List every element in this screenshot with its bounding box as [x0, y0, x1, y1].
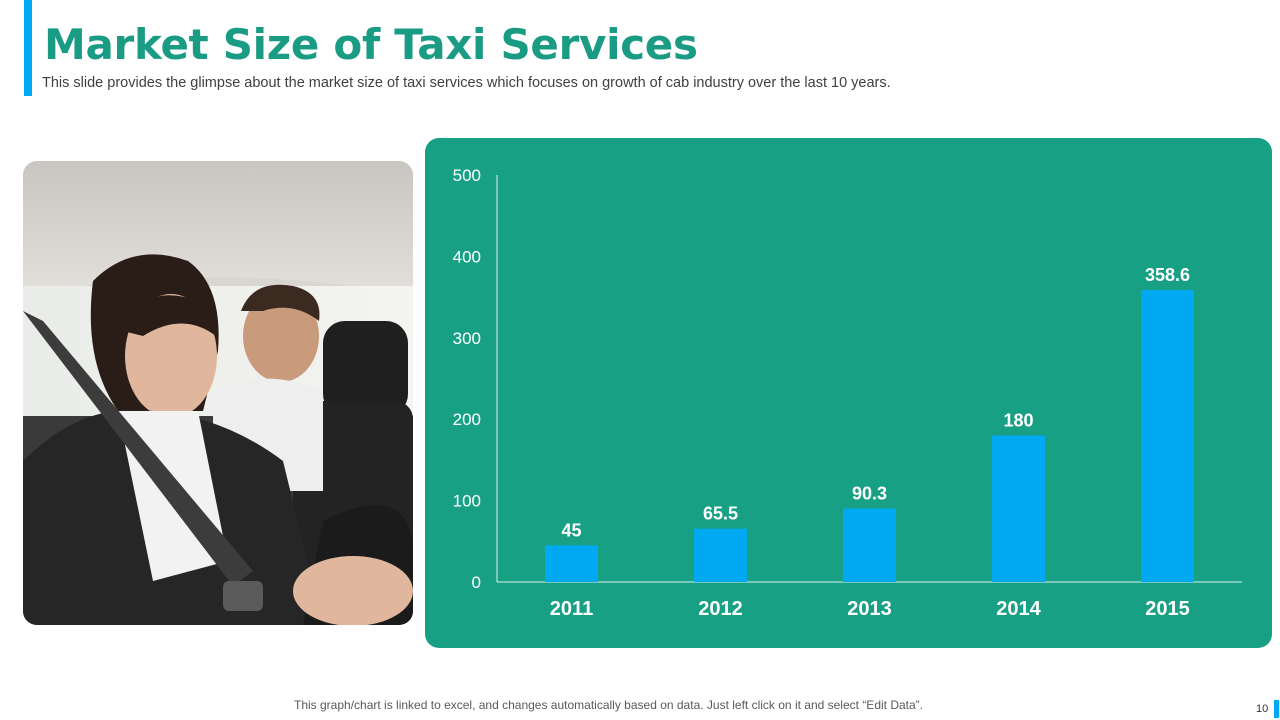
data-label: 358.6 — [1145, 265, 1190, 285]
title-accent-bar — [24, 0, 32, 96]
bar-2015 — [1141, 290, 1194, 582]
bar-2011 — [545, 545, 598, 582]
chart-panel: 0 100 200 300 400 500 45 2011 65.5 2012 90.3 2013 18… — [425, 138, 1272, 648]
data-label: 65.5 — [703, 504, 738, 524]
data-label: 45 — [561, 520, 581, 540]
y-tick-label: 500 — [453, 166, 481, 185]
page-number: 10 — [1256, 703, 1269, 715]
x-tick-label: 2015 — [1145, 598, 1190, 620]
y-tick-label: 200 — [453, 410, 481, 429]
data-label: 180 — [1003, 410, 1033, 430]
y-tick-label: 300 — [453, 329, 481, 348]
taxi-photo — [23, 161, 413, 625]
bar-2014 — [992, 435, 1045, 582]
page-subtitle: This slide provides the glimpse about th… — [42, 75, 891, 91]
x-tick-label: 2013 — [847, 598, 892, 620]
data-label: 90.3 — [852, 483, 887, 503]
page-number-accent — [1274, 700, 1279, 718]
footer-note: This graph/chart is linked to excel, and… — [294, 698, 923, 712]
bar-2012 — [694, 528, 747, 582]
x-tick-label: 2012 — [698, 598, 743, 620]
y-tick-label: 400 — [453, 247, 481, 266]
bar-chart: 0 100 200 300 400 500 45 2011 65.5 2012 90.3 2013 18… — [453, 166, 1242, 620]
y-tick-label: 0 — [472, 573, 481, 592]
y-tick-label: 100 — [453, 492, 481, 511]
x-tick-label: 2014 — [996, 598, 1041, 620]
page-title: Market Size of Taxi Services — [44, 20, 698, 69]
x-tick-label: 2011 — [550, 598, 593, 620]
bar-2013 — [843, 508, 896, 582]
